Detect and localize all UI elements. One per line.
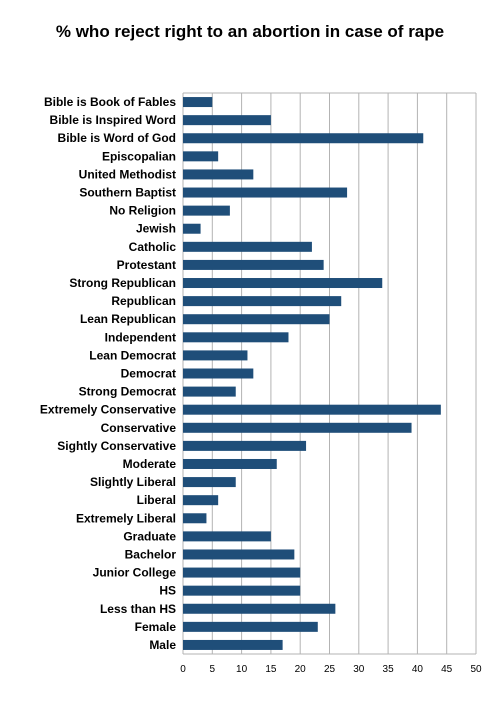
x-axis-tick-labels: 0 5 10 15 20 25 30 35 40 45 50: [180, 664, 482, 675]
x-tick-label: 5: [210, 664, 216, 675]
bar: [183, 241, 312, 252]
x-tick-label: 0: [180, 664, 186, 675]
category-label: Conservative: [101, 421, 177, 435]
category-label: Extremely Conservative: [40, 403, 176, 417]
category-labels: Bible is Book of Fables Bible is Inspired…: [40, 95, 176, 652]
category-label: No Religion: [109, 204, 176, 218]
bar: [183, 621, 318, 632]
bar: [183, 97, 213, 108]
bar: [183, 477, 236, 488]
category-label: Republican: [111, 294, 176, 308]
bar: [183, 567, 301, 578]
x-tick-label: 20: [295, 664, 307, 675]
bar: [183, 151, 219, 162]
bar: [183, 585, 301, 596]
bar: [183, 187, 348, 198]
category-label: Lean Republican: [80, 312, 176, 326]
x-tick-label: 25: [324, 664, 336, 675]
x-tick-label: 45: [441, 664, 453, 675]
category-label: Episcopalian: [102, 149, 176, 163]
bar: [183, 350, 248, 361]
bar: [183, 531, 271, 542]
bar: [183, 296, 342, 307]
x-tick-label: 30: [353, 664, 365, 675]
bar: [183, 422, 412, 433]
category-label: Liberal: [137, 493, 176, 507]
bar: [183, 115, 271, 126]
x-tick-label: 50: [470, 664, 482, 675]
bar: [183, 169, 254, 180]
category-label: Lean Democrat: [89, 348, 176, 362]
bar: [183, 495, 219, 506]
category-label: Female: [135, 620, 177, 634]
bar: [183, 513, 207, 524]
category-label: Moderate: [123, 457, 177, 471]
category-label: Slightly Liberal: [90, 475, 176, 489]
category-label: Bible is Inspired Word: [50, 113, 176, 127]
category-label: Bible is Book of Fables: [44, 95, 176, 109]
category-label: Less than HS: [100, 602, 176, 616]
category-label: Junior College: [93, 566, 177, 580]
category-label: Sightly Conservative: [57, 439, 176, 453]
bar: [183, 458, 277, 469]
category-label: Democrat: [121, 367, 176, 381]
category-label: Extremely Liberal: [76, 511, 176, 525]
bar: [183, 133, 424, 144]
category-label: Independent: [105, 330, 176, 344]
category-label: Protestant: [117, 258, 176, 272]
category-label: Bachelor: [125, 547, 177, 561]
category-label: Strong Republican: [69, 276, 176, 290]
category-label: HS: [159, 584, 176, 598]
x-tick-label: 15: [265, 664, 277, 675]
bar: [183, 440, 307, 451]
bar: [183, 259, 324, 270]
x-tick-label: 35: [383, 664, 395, 675]
bar: [183, 603, 336, 614]
grid-lines: [182, 92, 477, 655]
bar: [183, 404, 441, 415]
bars: [183, 97, 441, 650]
category-label: Strong Democrat: [79, 385, 176, 399]
bar: [183, 549, 295, 560]
bar: [183, 314, 330, 325]
category-label: Catholic: [129, 240, 177, 254]
bar: [183, 639, 283, 650]
category-label: Graduate: [123, 529, 176, 543]
category-label: Male: [149, 638, 176, 652]
bar: [183, 368, 254, 379]
bar: [183, 278, 383, 289]
bar: [183, 332, 289, 343]
bar: [183, 386, 236, 397]
x-tick-label: 10: [236, 664, 248, 675]
x-tick-label: 40: [412, 664, 424, 675]
bar: [183, 223, 201, 234]
category-label: Bible is Word of God: [58, 131, 176, 145]
chart-title: % who reject right to an abortion in cas…: [55, 22, 445, 41]
category-label: Jewish: [136, 222, 176, 236]
category-label: Southern Baptist: [79, 186, 176, 200]
bar: [183, 205, 230, 216]
category-label: United Methodist: [79, 167, 176, 181]
